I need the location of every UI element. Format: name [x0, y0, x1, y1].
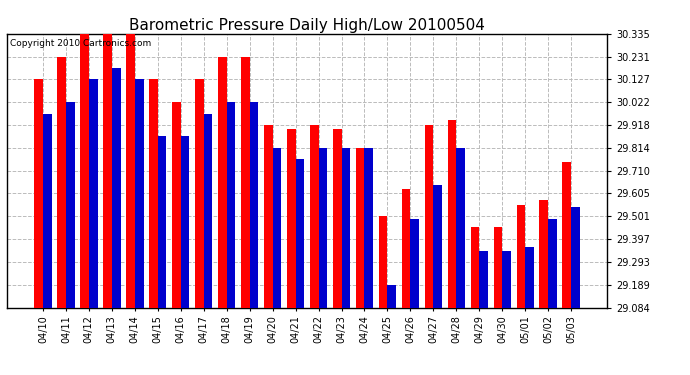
Bar	[402, 189, 411, 308]
Bar	[172, 102, 181, 308]
Bar	[356, 148, 364, 308]
Bar	[181, 136, 190, 308]
Bar	[89, 79, 97, 308]
Bar	[273, 148, 282, 308]
Bar	[66, 102, 75, 308]
Bar	[549, 219, 557, 308]
Bar	[287, 129, 295, 308]
Bar	[433, 185, 442, 308]
Bar	[135, 79, 144, 308]
Bar	[112, 68, 121, 308]
Bar	[480, 252, 488, 308]
Bar	[204, 114, 213, 308]
Bar	[517, 205, 525, 308]
Bar	[149, 79, 158, 308]
Bar	[250, 102, 258, 308]
Bar	[493, 227, 502, 308]
Bar	[34, 79, 43, 308]
Bar	[456, 148, 465, 308]
Bar	[310, 125, 319, 308]
Bar	[241, 57, 250, 308]
Bar	[364, 148, 373, 308]
Bar	[333, 129, 342, 308]
Bar	[342, 148, 351, 308]
Bar	[448, 120, 456, 308]
Bar	[295, 159, 304, 308]
Bar	[80, 34, 89, 308]
Text: Copyright 2010 Cartronics.com: Copyright 2010 Cartronics.com	[10, 39, 151, 48]
Bar	[525, 247, 534, 308]
Bar	[319, 148, 327, 308]
Bar	[195, 79, 204, 308]
Bar	[411, 219, 419, 308]
Bar	[226, 102, 235, 308]
Bar	[571, 207, 580, 308]
Bar	[126, 34, 135, 308]
Bar	[502, 252, 511, 308]
Bar	[388, 285, 396, 308]
Bar	[379, 216, 388, 308]
Bar	[562, 162, 571, 308]
Bar	[218, 57, 226, 308]
Bar	[471, 227, 480, 308]
Bar	[57, 57, 66, 308]
Bar	[424, 125, 433, 308]
Bar	[540, 200, 549, 308]
Bar	[158, 136, 166, 308]
Bar	[103, 34, 112, 308]
Title: Barometric Pressure Daily High/Low 20100504: Barometric Pressure Daily High/Low 20100…	[129, 18, 485, 33]
Bar	[264, 125, 273, 308]
Bar	[43, 114, 52, 308]
